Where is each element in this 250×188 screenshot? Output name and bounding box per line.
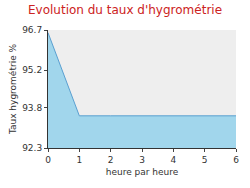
svg-text:heure par heure: heure par heure	[106, 167, 179, 177]
svg-text:4: 4	[170, 155, 176, 165]
svg-text:93.8: 93.8	[22, 103, 42, 113]
svg-text:96.7: 96.7	[22, 25, 42, 35]
svg-text:95.2: 95.2	[22, 65, 42, 75]
svg-text:92.3: 92.3	[22, 143, 42, 153]
svg-text:Evolution du taux d'hygrométri: Evolution du taux d'hygrométrie	[28, 3, 222, 17]
svg-text:Taux hygrométrie %: Taux hygrométrie %	[8, 43, 18, 135]
svg-text:2: 2	[108, 155, 114, 165]
svg-text:3: 3	[139, 155, 145, 165]
svg-text:0: 0	[45, 155, 51, 165]
svg-text:6: 6	[233, 155, 239, 165]
svg-text:1: 1	[76, 155, 82, 165]
svg-text:5: 5	[202, 155, 208, 165]
